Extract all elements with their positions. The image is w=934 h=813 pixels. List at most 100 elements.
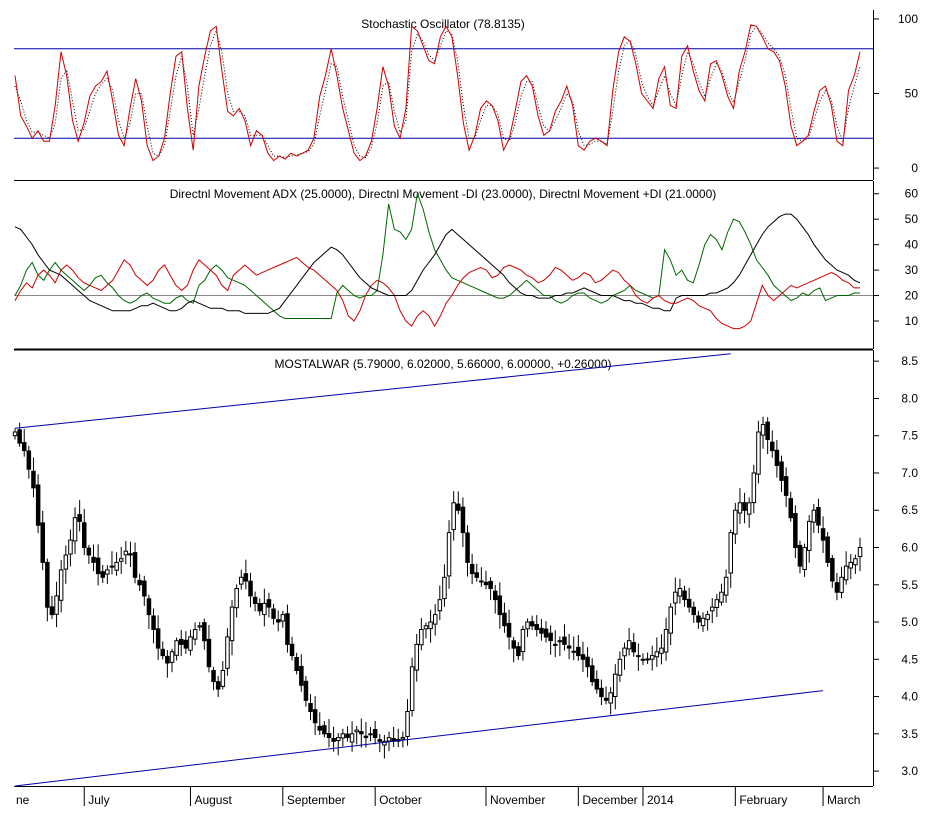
candle-body [192,629,198,640]
price-tick-label-11: 8.5 [901,354,918,368]
candle [188,629,193,656]
candle [100,564,105,583]
candle-body [811,509,817,523]
candle [197,621,202,631]
candle-body [834,582,840,593]
candle-body [262,602,267,616]
candle-body [742,502,747,511]
candle [751,464,757,514]
dmi-panel [14,191,873,330]
candle-body [146,598,152,616]
candle-body [409,666,415,711]
candle [696,610,701,629]
candle-body [520,629,526,653]
candle [857,537,863,572]
candle-body [580,654,586,660]
candle-body [848,561,853,569]
candle [816,498,821,534]
candle-body [405,711,410,737]
candle-body [816,507,821,526]
candle [91,544,96,572]
candle [109,551,115,575]
candle [723,569,729,603]
dmi-tick-label-4: 50 [905,212,919,226]
stoch-k-line [14,24,861,162]
candle-body [252,596,258,604]
dmi-tick-label-3: 40 [905,238,919,252]
candle [807,515,812,563]
dmi-tick-label-2: 30 [905,263,919,277]
candle-body [723,576,729,596]
candle [793,505,798,559]
candle [562,624,567,651]
candle [529,615,535,630]
candle-body [331,738,336,742]
candle [460,497,466,547]
candle [834,572,840,601]
candle [783,467,789,508]
candle [192,622,198,646]
candle-body [599,687,604,698]
price-panel [12,353,863,787]
candle [345,726,350,742]
candle [128,541,133,568]
candle-body [576,646,581,657]
candle-body [779,461,784,481]
x-month-label-5: November [490,793,545,807]
candle [571,636,576,661]
candle-body [229,606,235,642]
candle [433,604,438,636]
candle [202,618,207,650]
candle-body [650,655,655,660]
candle [396,728,401,748]
candle [705,610,710,631]
candle [557,636,563,657]
candle-body [271,608,276,619]
candle-body [289,643,295,657]
candle [400,731,406,748]
candle [12,428,18,440]
candle [502,602,507,633]
x-month-label-8: February [739,793,787,807]
candle [719,583,724,606]
candle [77,500,82,532]
stoch-tick-label-1: 50 [905,87,919,101]
candle-body [266,599,272,608]
candle-body [82,522,87,548]
candle [608,687,613,715]
candle-body [488,580,493,590]
candle [368,727,373,742]
candle-body [479,580,484,583]
candle-body [326,733,332,738]
candle-body [68,539,73,555]
candle-body [234,588,239,609]
candle-body [442,576,447,600]
candle [469,553,475,585]
candle-body [571,650,576,653]
candle [691,601,696,623]
candle [825,532,830,568]
candle-body [160,648,165,657]
candle-body [548,632,553,642]
candle-body [179,638,184,645]
candle [423,622,429,639]
candle [853,554,858,574]
candle-body [802,547,807,570]
candle-body [312,709,318,724]
candle-body [483,581,489,586]
candle [677,578,683,604]
candle [497,582,503,629]
candle [442,564,447,607]
candle [728,529,733,588]
candle-body [728,532,733,574]
candle-body [206,638,212,668]
candle [650,645,655,671]
candle-body [276,619,281,623]
candle-body [211,670,216,683]
candle [811,503,817,533]
candle [49,595,55,619]
candle [266,592,272,618]
candle-body [529,621,535,627]
candle-body [497,595,503,616]
